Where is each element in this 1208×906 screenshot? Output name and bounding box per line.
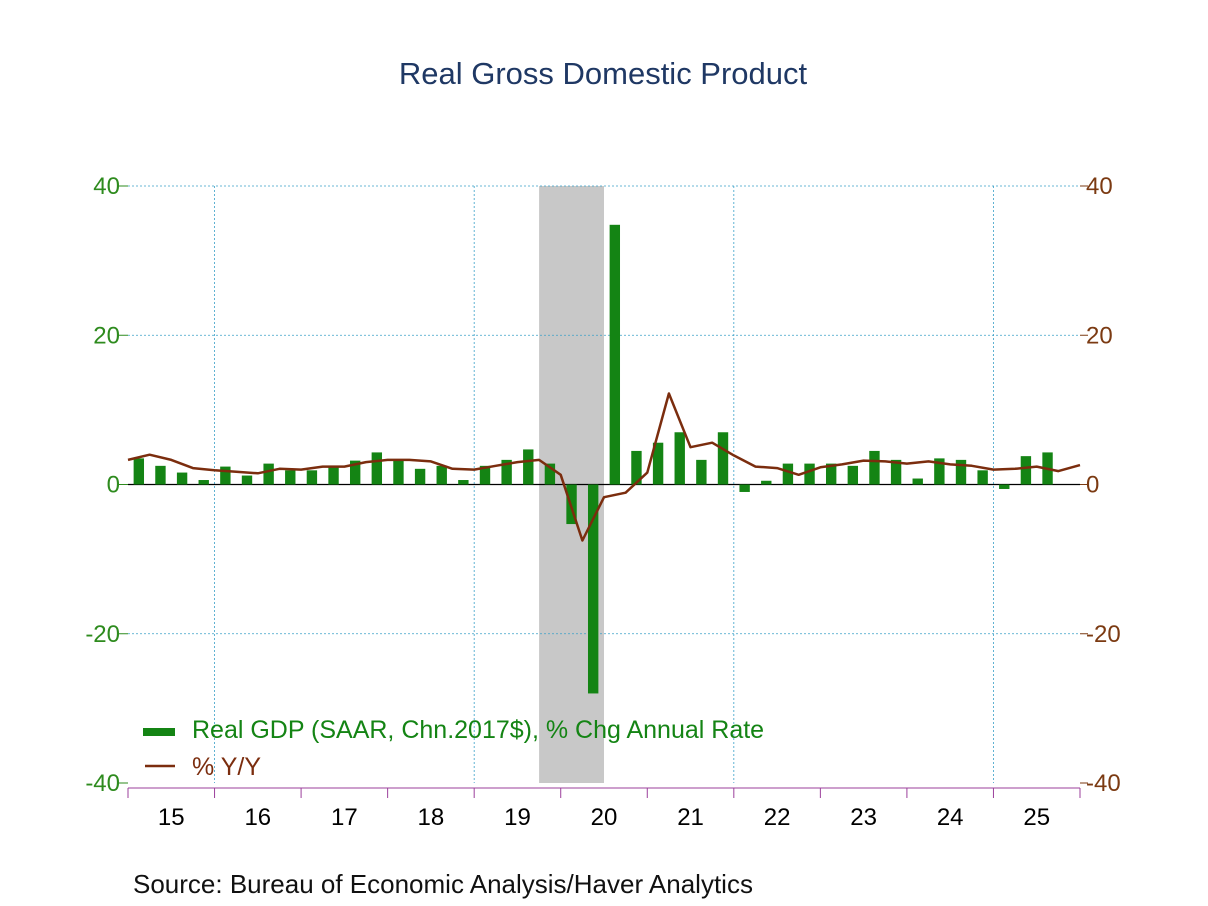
left-tick-label: 40 (93, 173, 120, 200)
left-tick-label: -20 (85, 621, 120, 648)
bar-2023Q1 (825, 463, 837, 485)
bar-2017Q4 (371, 452, 383, 485)
bar-2024Q2 (934, 458, 945, 485)
bar-2016Q1 (220, 466, 231, 485)
x-tick-label: 19 (504, 804, 531, 831)
bar-2022Q3 (782, 463, 794, 485)
bar-2017Q1 (306, 470, 318, 485)
x-tick-label: 21 (677, 804, 704, 831)
left-tick-label: -40 (85, 770, 120, 797)
left-tick-label: 20 (93, 322, 120, 349)
x-tick-label: 24 (937, 804, 964, 831)
yoy-line (127, 392, 1081, 542)
bar-2021Q3 (696, 459, 707, 485)
axis-labels: 40 20 0 -20 -40 40 20 0 -20 -40 15 16 17 18 19 20 21 22 23… (85, 173, 1120, 831)
bar-2021Q4 (717, 432, 729, 485)
bar-2021Q1 (652, 442, 664, 485)
x-tick-label: 17 (331, 804, 358, 831)
bar-2015Q1 (133, 458, 145, 485)
bar-2022Q1 (739, 484, 750, 492)
bar-2019Q2 (501, 459, 512, 485)
bar-2024Q3 (955, 459, 967, 485)
legend: Real GDP (SAAR, Chn.2017$), % Chg Annual… (143, 716, 764, 781)
bar-2020Q3 (609, 224, 621, 485)
legend-label-gdp: Real GDP (SAAR, Chn.2017$), % Chg Annual… (192, 716, 764, 744)
bar-2017Q3 (349, 460, 361, 485)
bar-2016Q2 (241, 475, 253, 485)
legend-swatch-bars (143, 728, 175, 736)
left-tick-label: 0 (107, 472, 120, 499)
bar-2019Q4 (544, 463, 556, 485)
right-tick-label: 40 (1086, 173, 1113, 200)
bar-2021Q2 (674, 432, 685, 485)
x-tick-label: 16 (244, 804, 271, 831)
bar-2016Q4 (285, 470, 296, 485)
bar-2020Q2 (587, 484, 599, 694)
x-tick-label: 15 (158, 804, 185, 831)
bar-2023Q3 (869, 450, 880, 485)
bar-2025Q2 (1020, 456, 1032, 485)
bar-2022Q2 (761, 480, 772, 485)
bar-2018Q1 (393, 459, 404, 485)
bar-2022Q4 (804, 463, 815, 485)
bar-2019Q1 (479, 465, 491, 485)
x-tick-label: 18 (418, 804, 445, 831)
bar-2024Q4 (977, 470, 988, 485)
bar-2019Q3 (523, 449, 534, 485)
x-tick-label: 22 (764, 804, 791, 831)
right-tick-label: -40 (1086, 770, 1121, 797)
right-tick-label: -20 (1086, 621, 1121, 648)
yoy-line-layer (127, 392, 1081, 542)
right-tick-label: 20 (1086, 322, 1113, 349)
gridlines (128, 185, 1080, 783)
bar-2023Q2 (847, 465, 859, 485)
right-tick-label: 0 (1086, 472, 1099, 499)
bar-2015Q3 (176, 472, 188, 485)
gdp-bars (133, 224, 1053, 694)
bar-2018Q2 (414, 468, 426, 485)
x-tick-label: 23 (850, 804, 877, 831)
bar-2015Q2 (155, 465, 166, 485)
bar-2024Q1 (912, 478, 923, 485)
bar-2017Q2 (328, 467, 339, 485)
bar-2023Q4 (890, 459, 902, 485)
bar-2020Q4 (631, 450, 642, 485)
legend-label-yoy: % Y/Y (192, 753, 261, 781)
x-tick-label: 20 (591, 804, 618, 831)
source-note: Source: Bureau of Economic Analysis/Have… (133, 869, 753, 899)
bar-2018Q3 (436, 465, 447, 485)
bar-2025Q1 (999, 484, 1010, 489)
x-tick-label: 25 (1023, 804, 1050, 831)
chart-title: Real Gross Domestic Product (399, 56, 808, 91)
bar-2016Q3 (263, 463, 274, 485)
bar-2015Q4 (198, 480, 209, 485)
bar-2018Q4 (458, 480, 469, 485)
